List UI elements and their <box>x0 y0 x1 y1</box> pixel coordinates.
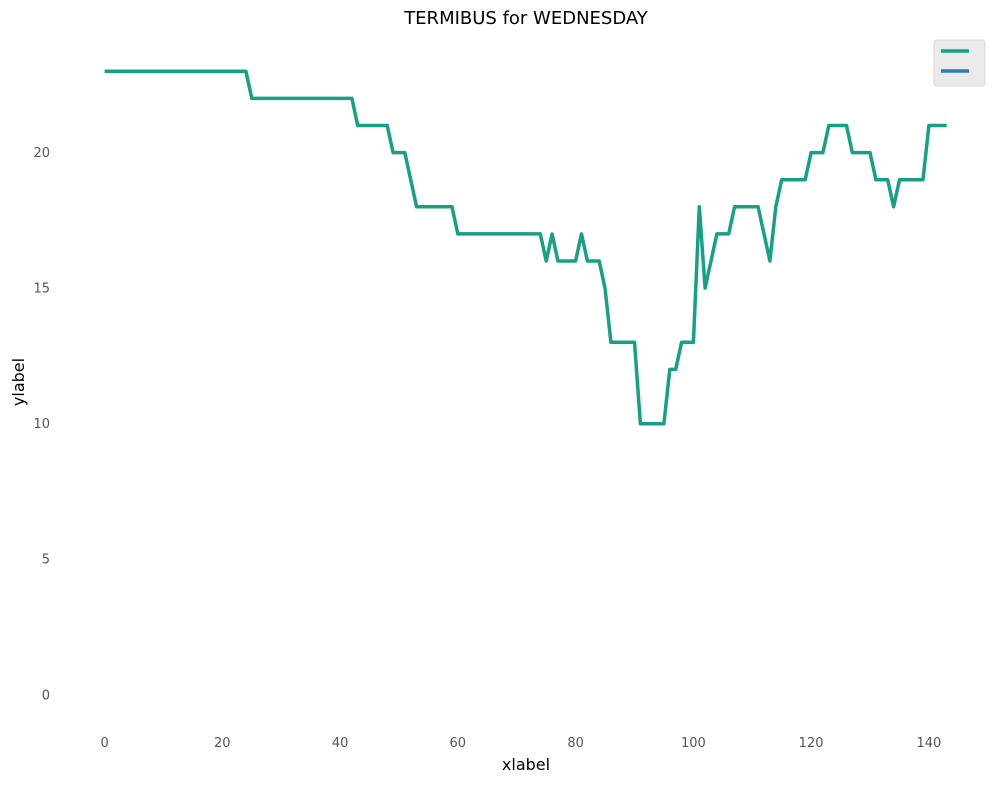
x-tick-label: 140 <box>916 736 941 751</box>
y-tick-label: 20 <box>33 146 50 161</box>
legend <box>933 39 986 87</box>
y-tick-label: 5 <box>42 553 50 568</box>
chart-title: TERMIBUS for WEDNESDAY <box>403 8 649 29</box>
x-axis-ticks: 0 20 40 60 80 100 120 140 <box>100 736 941 751</box>
x-tick-label: 20 <box>214 736 231 751</box>
series-line-1 <box>104 69 947 426</box>
x-axis-label: xlabel <box>502 755 550 774</box>
x-tick-label: 80 <box>567 736 584 751</box>
y-tick-label: 0 <box>42 688 50 703</box>
y-tick-label: 15 <box>33 282 50 297</box>
x-tick-label: 40 <box>332 736 349 751</box>
series-group <box>104 69 947 426</box>
y-axis-ticks: 0 5 10 15 20 <box>33 146 50 703</box>
x-tick-label: 60 <box>450 736 467 751</box>
x-tick-label: 120 <box>799 736 824 751</box>
y-tick-label: 10 <box>33 417 50 432</box>
x-tick-label: 0 <box>100 736 108 751</box>
x-tick-label: 100 <box>681 736 706 751</box>
legend-frame <box>933 39 986 87</box>
y-axis-label: ylabel <box>9 358 28 406</box>
